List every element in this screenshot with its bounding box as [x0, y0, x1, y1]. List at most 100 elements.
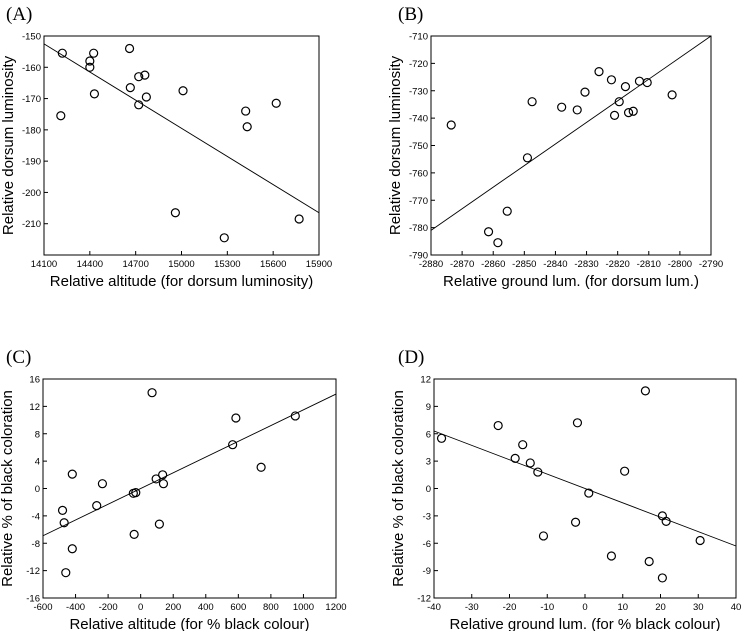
y-axis-label: Relative dorsum luminosity [0, 55, 17, 235]
x-tick-label: -2840 [543, 259, 567, 270]
data-point [572, 418, 583, 428]
data-point [522, 153, 533, 163]
data-point [131, 488, 141, 498]
regression-line [42, 393, 337, 537]
x-axis-label: Relative ground lum. (for dorsum lum.) [443, 273, 699, 290]
x-axis-label: Relative altitude (for dorsum luminosity… [50, 273, 313, 290]
y-tick-label: -150 [22, 32, 41, 43]
data-point [85, 62, 95, 72]
data-point [644, 556, 654, 567]
data-point [67, 469, 77, 479]
y-axis-label: Relative % of black coloration [0, 390, 16, 587]
data-point [606, 75, 617, 85]
data-point [89, 48, 99, 58]
y-tick-label: 12 [29, 402, 40, 413]
x-tick-label: 15900 [306, 259, 332, 270]
data-point [241, 106, 251, 116]
data-point [256, 462, 266, 472]
x-tick-label: 0 [582, 602, 587, 613]
y-tick-label: -12 [26, 566, 40, 577]
data-point [628, 106, 638, 116]
y-tick-label: -710 [409, 32, 428, 43]
y-tick-label: 6 [426, 429, 431, 440]
x-tick-label: -2850 [512, 259, 536, 270]
y-tick-label: -160 [22, 63, 41, 74]
y-tick-label: -16 [26, 594, 40, 605]
x-tick-label: -10 [540, 602, 554, 613]
panel-c: (C) -600 -400 -200 0 200 400 600 800 1000 1200 16 12… [0, 347, 347, 631]
y-axis-label: Relative dorsum luminosity [387, 55, 404, 235]
y-tick-label: -9 [423, 566, 431, 577]
regression-line [43, 43, 320, 214]
data-point [294, 214, 304, 224]
y-tick-label: 16 [29, 375, 40, 386]
data-point [57, 48, 67, 58]
x-tick-label: 10 [617, 602, 628, 613]
plot-frame [430, 35, 712, 256]
data-point [134, 72, 144, 82]
y-tick-label: -6 [423, 539, 431, 550]
x-tick-label: 14400 [77, 259, 103, 270]
data-point [170, 208, 180, 218]
data-point [125, 83, 135, 93]
data-point [56, 111, 66, 121]
x-tick-label: -2800 [668, 259, 692, 270]
y-tick-label: -730 [409, 86, 428, 97]
data-point [518, 440, 528, 450]
data-point [623, 108, 634, 118]
data-point [557, 102, 567, 112]
regression-line [430, 35, 712, 231]
y-tick-label: -720 [409, 59, 428, 70]
data-point [242, 122, 252, 132]
data-point [92, 501, 102, 511]
data-point [620, 466, 630, 476]
y-tick-label: -3 [423, 511, 431, 522]
x-tick-label: 14100 [31, 259, 57, 270]
data-point [640, 386, 651, 396]
x-tick-label: -2870 [450, 259, 474, 270]
y-tick-label: -780 [409, 223, 428, 234]
x-axis-label: Relative ground lum. (for % black colour… [450, 616, 721, 631]
x-tick-label: -2790 [699, 259, 723, 270]
data-point [525, 458, 535, 468]
data-point [219, 233, 229, 243]
data-point [271, 98, 281, 108]
y-tick-label: -190 [22, 157, 41, 168]
regression-line [433, 430, 737, 547]
y-tick-label: -170 [22, 94, 41, 105]
y-tick-label: 3 [426, 457, 431, 468]
panel-label: (D) [398, 347, 424, 368]
x-tick-label: 0 [138, 602, 143, 613]
data-point [67, 544, 77, 554]
x-tick-label: -40 [427, 602, 441, 613]
x-tick-label: -2860 [481, 259, 505, 270]
y-tick-label: -200 [22, 188, 41, 199]
x-tick-label: -200 [99, 602, 118, 613]
panel-label: (B) [398, 4, 423, 25]
y-tick-label: -750 [409, 141, 428, 152]
x-tick-label: 15300 [214, 259, 240, 270]
data-point [661, 516, 671, 526]
data-point [606, 551, 617, 561]
data-point [493, 238, 503, 248]
x-tick-label: -2820 [606, 259, 630, 270]
panel-a: (A) 14100 14400 14700 15000 15300 15600 15900 -1… [0, 4, 332, 290]
panel-d: (D)-40 -30 -20 -10 0 10 20 30 40129630-3-6-9-12R… [390, 347, 741, 631]
x-tick-label: 800 [263, 602, 279, 613]
data-point [446, 120, 456, 130]
data-point [89, 89, 100, 99]
data-point [695, 535, 705, 546]
y-tick-label: -760 [409, 168, 428, 179]
data-point [129, 529, 139, 539]
x-tick-label: -2810 [637, 259, 661, 270]
data-point [594, 66, 604, 77]
data-point [580, 87, 590, 97]
x-tick-label: 1000 [293, 602, 314, 613]
data-point [61, 568, 71, 578]
data-point [151, 474, 161, 484]
panel-label: (C) [6, 347, 31, 368]
y-tick-label: -790 [409, 251, 428, 262]
data-point [140, 70, 150, 80]
y-tick-label: -740 [409, 114, 428, 125]
